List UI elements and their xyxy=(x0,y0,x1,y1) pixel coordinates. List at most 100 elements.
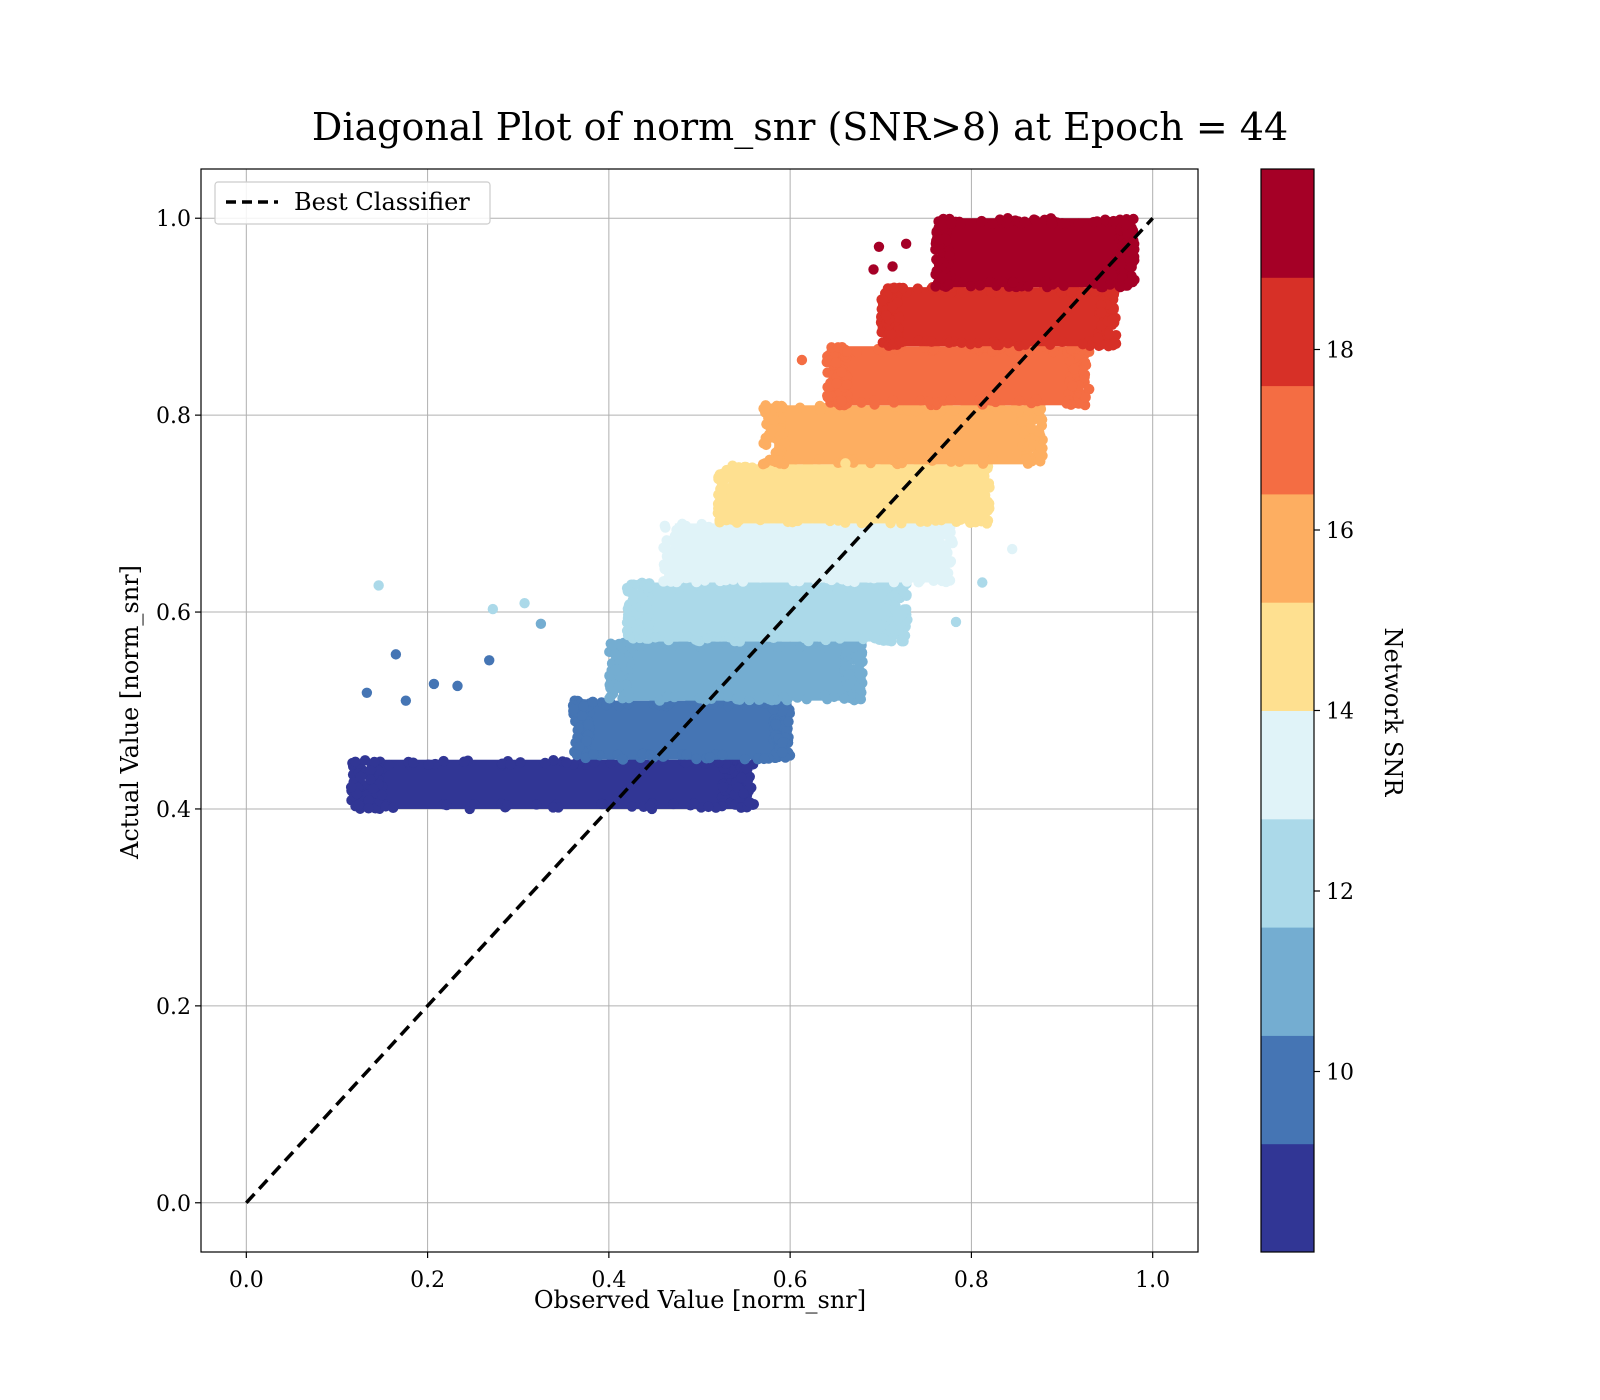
scatter-point xyxy=(1083,384,1095,395)
colorbar-tick-label: 10 xyxy=(1326,1061,1354,1086)
scatter-point xyxy=(677,518,688,530)
band-core xyxy=(943,218,1127,288)
colorbar-segment xyxy=(1261,493,1314,603)
scatter-point xyxy=(1077,364,1088,376)
scatter-point xyxy=(803,635,814,647)
scatter-point xyxy=(659,520,671,532)
scatter-point xyxy=(928,555,940,566)
scatter-point xyxy=(1064,354,1075,366)
scatter-point xyxy=(1123,278,1134,290)
scatter-point xyxy=(982,496,993,507)
outlier-point xyxy=(535,618,547,630)
scatter-point xyxy=(345,782,357,793)
scatter-point xyxy=(958,286,969,298)
scatter-point xyxy=(1107,314,1118,325)
scatter-point xyxy=(691,576,702,588)
scatter-point xyxy=(820,634,832,646)
scatter-point xyxy=(928,344,939,355)
scatter-point xyxy=(681,749,692,760)
scatter-point xyxy=(944,250,955,262)
scatter-point xyxy=(968,481,979,492)
scatter-point xyxy=(359,755,371,766)
scatter-point xyxy=(930,244,941,255)
scatter-point xyxy=(777,706,788,717)
scatter-point xyxy=(1026,423,1037,434)
scatter-point xyxy=(869,395,880,407)
scatter-point xyxy=(773,641,785,653)
scatter-point xyxy=(515,757,526,768)
scatter-point xyxy=(1115,281,1126,293)
scatter-point xyxy=(1127,225,1139,236)
scatter-point xyxy=(769,415,781,426)
outlier-point xyxy=(519,597,530,609)
scatter-point xyxy=(496,758,508,769)
scatter-point xyxy=(1010,403,1021,414)
scatter-point xyxy=(1127,247,1138,258)
scatter-point xyxy=(690,634,701,645)
scatter-point xyxy=(945,218,957,229)
colorbar-segment xyxy=(1261,1035,1314,1145)
scatter-point xyxy=(896,518,907,529)
scatter-point xyxy=(703,801,714,813)
scatter-points xyxy=(345,213,1140,815)
scatter-point xyxy=(854,665,865,677)
snr-band-4 xyxy=(621,577,913,647)
scatter-point xyxy=(885,517,896,529)
scatter-point xyxy=(914,403,926,414)
scatter-point xyxy=(955,218,966,229)
scatter-point xyxy=(977,482,988,493)
scatter-point xyxy=(650,632,661,643)
scatter-point xyxy=(1096,299,1107,311)
scatter-point xyxy=(672,550,683,561)
scatter-point xyxy=(965,493,976,505)
scatter-point xyxy=(915,395,926,406)
scatter-point xyxy=(836,395,848,407)
y-tick-label: 0.8 xyxy=(156,404,191,429)
scatter-point xyxy=(571,749,583,761)
scatter-point xyxy=(758,438,769,449)
colorbar-segment xyxy=(1261,385,1314,495)
legend-box xyxy=(214,181,491,225)
scatter-point xyxy=(363,803,374,814)
scatter-point xyxy=(408,757,419,768)
scatter-point xyxy=(625,616,636,627)
colorbar-segment xyxy=(1261,277,1314,387)
scatter-point xyxy=(561,757,572,768)
scatter-point xyxy=(772,455,783,466)
scatter-point xyxy=(781,695,793,706)
x-tick-label: 0.2 xyxy=(410,1268,445,1293)
scatter-point xyxy=(623,686,634,698)
colorbar-segment xyxy=(1261,818,1314,928)
scatter-point xyxy=(862,571,873,582)
snr-band-10 xyxy=(930,213,1140,293)
scatter-point xyxy=(669,691,680,703)
x-tick-label: 0.8 xyxy=(954,1268,989,1293)
outlier-point xyxy=(361,687,373,698)
scatter-point xyxy=(856,518,867,529)
scatter-point xyxy=(1020,454,1032,465)
scatter-point xyxy=(568,703,579,715)
scatter-point xyxy=(1095,307,1107,318)
scatter-point xyxy=(764,642,776,653)
scatter-point xyxy=(767,424,778,435)
scatter-point xyxy=(1035,442,1047,454)
x-tick-label: 0.4 xyxy=(591,1268,626,1293)
scatter-point xyxy=(735,772,747,783)
scatter-point xyxy=(1007,277,1019,288)
scatter-point xyxy=(754,691,765,702)
scatter-point xyxy=(1126,261,1137,273)
scatter-point xyxy=(896,457,908,469)
scatter-point xyxy=(1030,215,1041,226)
snr-band-3 xyxy=(604,636,868,706)
scatter-point xyxy=(973,337,984,349)
scatter-point xyxy=(811,512,823,523)
scatter-point xyxy=(946,535,957,546)
outlier-point xyxy=(868,264,879,275)
scatter-point xyxy=(717,749,728,761)
scatter-point xyxy=(940,233,951,245)
x-tick-label: 0.6 xyxy=(773,1268,808,1293)
scatter-point xyxy=(583,719,594,730)
scatter-point xyxy=(1035,456,1046,467)
colorbar-tick-label: 18 xyxy=(1326,339,1354,364)
y-axis-label: Actual Value [norm_snr] xyxy=(116,565,144,860)
